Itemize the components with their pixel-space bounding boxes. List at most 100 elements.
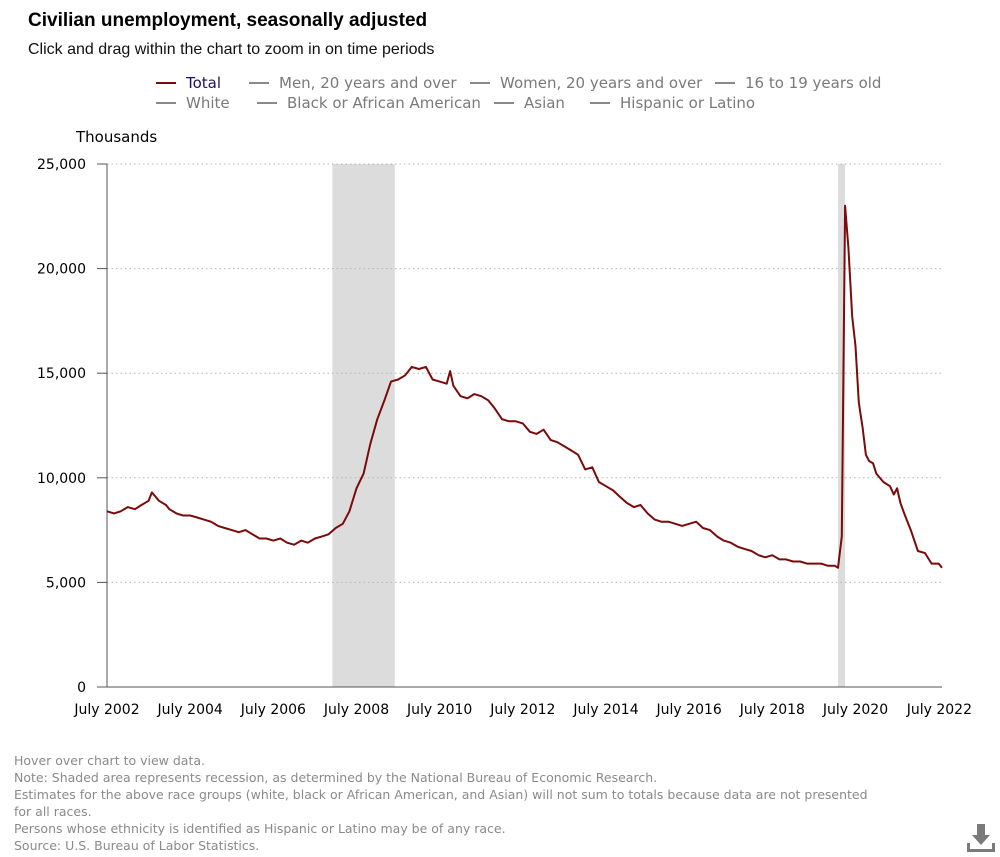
data-point[interactable] [596, 479, 602, 485]
data-point[interactable] [243, 527, 249, 533]
data-point[interactable] [354, 485, 360, 491]
data-point[interactable] [492, 406, 498, 412]
data-point[interactable] [845, 245, 851, 251]
data-point[interactable] [534, 431, 540, 437]
data-point[interactable] [430, 377, 436, 383]
data-point[interactable] [444, 381, 450, 387]
data-point[interactable] [104, 508, 110, 514]
data-point[interactable] [346, 508, 352, 514]
data-point[interactable] [250, 531, 256, 537]
data-point[interactable] [215, 523, 221, 529]
data-point[interactable] [863, 452, 869, 458]
line-chart[interactable]: 0 5,000 10,000 15,000 20,000 25,000 July 2002 J… [0, 120, 1000, 730]
data-point[interactable] [897, 500, 903, 506]
data-point[interactable] [409, 364, 415, 370]
data-point[interactable] [388, 379, 394, 385]
data-point[interactable] [693, 519, 699, 525]
data-point[interactable] [173, 510, 179, 516]
data-point[interactable] [416, 366, 422, 372]
legend-item-asian[interactable]: Asian [494, 94, 565, 112]
data-point[interactable] [891, 492, 897, 498]
data-point[interactable] [132, 506, 138, 512]
legend-item-white[interactable]: White [156, 94, 230, 112]
data-point[interactable] [853, 343, 859, 349]
data-point[interactable] [610, 487, 616, 493]
data-point[interactable] [291, 542, 297, 548]
data-point[interactable] [769, 552, 775, 558]
data-point[interactable] [582, 466, 588, 472]
legend-item-16-19[interactable]: 16 to 19 years old [715, 74, 881, 92]
data-point[interactable] [402, 372, 408, 378]
data-point[interactable] [381, 397, 387, 403]
download-icon[interactable] [964, 822, 998, 854]
series-line-total[interactable] [106, 204, 943, 569]
data-point[interactable] [277, 536, 283, 542]
data-point[interactable] [728, 540, 734, 546]
data-point[interactable] [125, 504, 131, 510]
data-point[interactable] [939, 565, 945, 571]
legend-item-hispanic[interactable]: Hispanic or Latino [590, 94, 755, 112]
data-point[interactable] [901, 510, 907, 516]
data-point[interactable] [749, 548, 755, 554]
data-point[interactable] [873, 471, 879, 477]
data-point[interactable] [922, 550, 928, 556]
data-point[interactable] [367, 441, 373, 447]
data-point[interactable] [880, 479, 886, 485]
data-point[interactable] [305, 540, 311, 546]
data-point[interactable] [652, 517, 658, 523]
data-point[interactable] [541, 427, 547, 433]
legend-item-women[interactable]: Women, 20 years and over [470, 74, 702, 92]
data-point[interactable] [825, 563, 831, 569]
data-point[interactable] [645, 510, 651, 516]
data-point[interactable] [672, 521, 678, 527]
legend-item-black[interactable]: Black or African American [257, 94, 481, 112]
data-point[interactable] [333, 525, 339, 531]
data-point[interactable] [575, 452, 581, 458]
data-point[interactable] [312, 536, 318, 542]
data-point[interactable] [374, 416, 380, 422]
data-point[interactable] [783, 556, 789, 562]
data-point[interactable] [146, 498, 152, 504]
data-point[interactable] [617, 494, 623, 500]
data-point[interactable] [721, 538, 727, 544]
data-point[interactable] [790, 559, 796, 565]
data-point[interactable] [603, 483, 609, 489]
data-point[interactable] [506, 418, 512, 424]
data-point[interactable] [437, 379, 443, 385]
data-point[interactable] [638, 502, 644, 508]
data-point[interactable] [208, 519, 214, 525]
data-point[interactable] [149, 489, 155, 495]
data-point[interactable] [395, 377, 401, 383]
data-point[interactable] [742, 546, 748, 552]
data-point[interactable] [561, 443, 567, 449]
data-point[interactable] [465, 395, 471, 401]
data-point[interactable] [631, 504, 637, 510]
data-point[interactable] [624, 500, 630, 506]
data-point[interactable] [887, 483, 893, 489]
data-point[interactable] [589, 464, 595, 470]
data-point[interactable] [686, 521, 692, 527]
data-point[interactable] [513, 418, 519, 424]
data-point[interactable] [554, 439, 560, 445]
data-point[interactable] [298, 538, 304, 544]
data-point[interactable] [447, 368, 453, 374]
data-point[interactable] [319, 533, 325, 539]
data-point[interactable] [478, 393, 484, 399]
data-point[interactable] [835, 565, 841, 571]
data-point[interactable] [707, 527, 713, 533]
data-point[interactable] [263, 536, 269, 542]
data-point[interactable] [229, 527, 235, 533]
data-point[interactable] [485, 397, 491, 403]
data-point[interactable] [257, 536, 263, 542]
data-point[interactable] [860, 425, 866, 431]
data-point[interactable] [340, 521, 346, 527]
data-point[interactable] [180, 513, 186, 519]
data-point[interactable] [804, 561, 810, 567]
data-point[interactable] [700, 525, 706, 531]
data-point[interactable] [762, 554, 768, 560]
data-point[interactable] [548, 437, 554, 443]
data-point[interactable] [849, 314, 855, 320]
data-point[interactable] [797, 559, 803, 565]
data-point[interactable] [915, 548, 921, 554]
data-point[interactable] [166, 506, 172, 512]
